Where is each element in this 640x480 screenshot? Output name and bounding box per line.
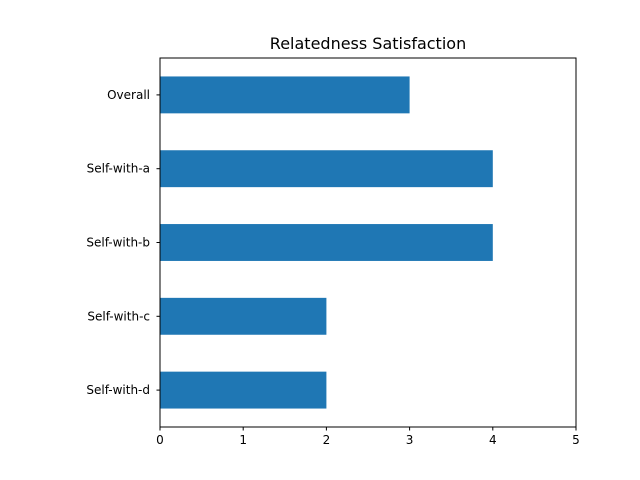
x-tick-label: 4 bbox=[489, 433, 497, 447]
y-tick-label: Self-with-b bbox=[86, 236, 150, 250]
bar-self-with-c bbox=[160, 297, 327, 335]
bar-self-with-a bbox=[160, 150, 493, 188]
bar-self-with-d bbox=[160, 371, 327, 409]
x-tick-label: 3 bbox=[406, 433, 414, 447]
y-tick-label: Overall bbox=[107, 88, 150, 102]
bar-self-with-b bbox=[160, 224, 493, 261]
bar-overall bbox=[160, 76, 410, 114]
y-tick-label: Self-with-d bbox=[86, 383, 150, 397]
y-tick-label: Self-with-a bbox=[87, 162, 150, 176]
x-tick-label: 0 bbox=[156, 433, 164, 447]
x-tick-label: 2 bbox=[323, 433, 331, 447]
y-tick-label: Self-with-c bbox=[87, 309, 150, 323]
plot-frame bbox=[159, 57, 577, 428]
x-tick-label: 1 bbox=[239, 433, 247, 447]
y-axis-ticks: Overall Self-with-a Self-with-b Self-with-c… bbox=[86, 88, 160, 397]
chart-title: Relatedness Satisfaction bbox=[270, 34, 466, 53]
bars-group bbox=[160, 76, 493, 409]
x-axis-ticks: 0 1 2 3 4 5 bbox=[156, 427, 580, 447]
x-tick-label: 5 bbox=[572, 433, 580, 447]
